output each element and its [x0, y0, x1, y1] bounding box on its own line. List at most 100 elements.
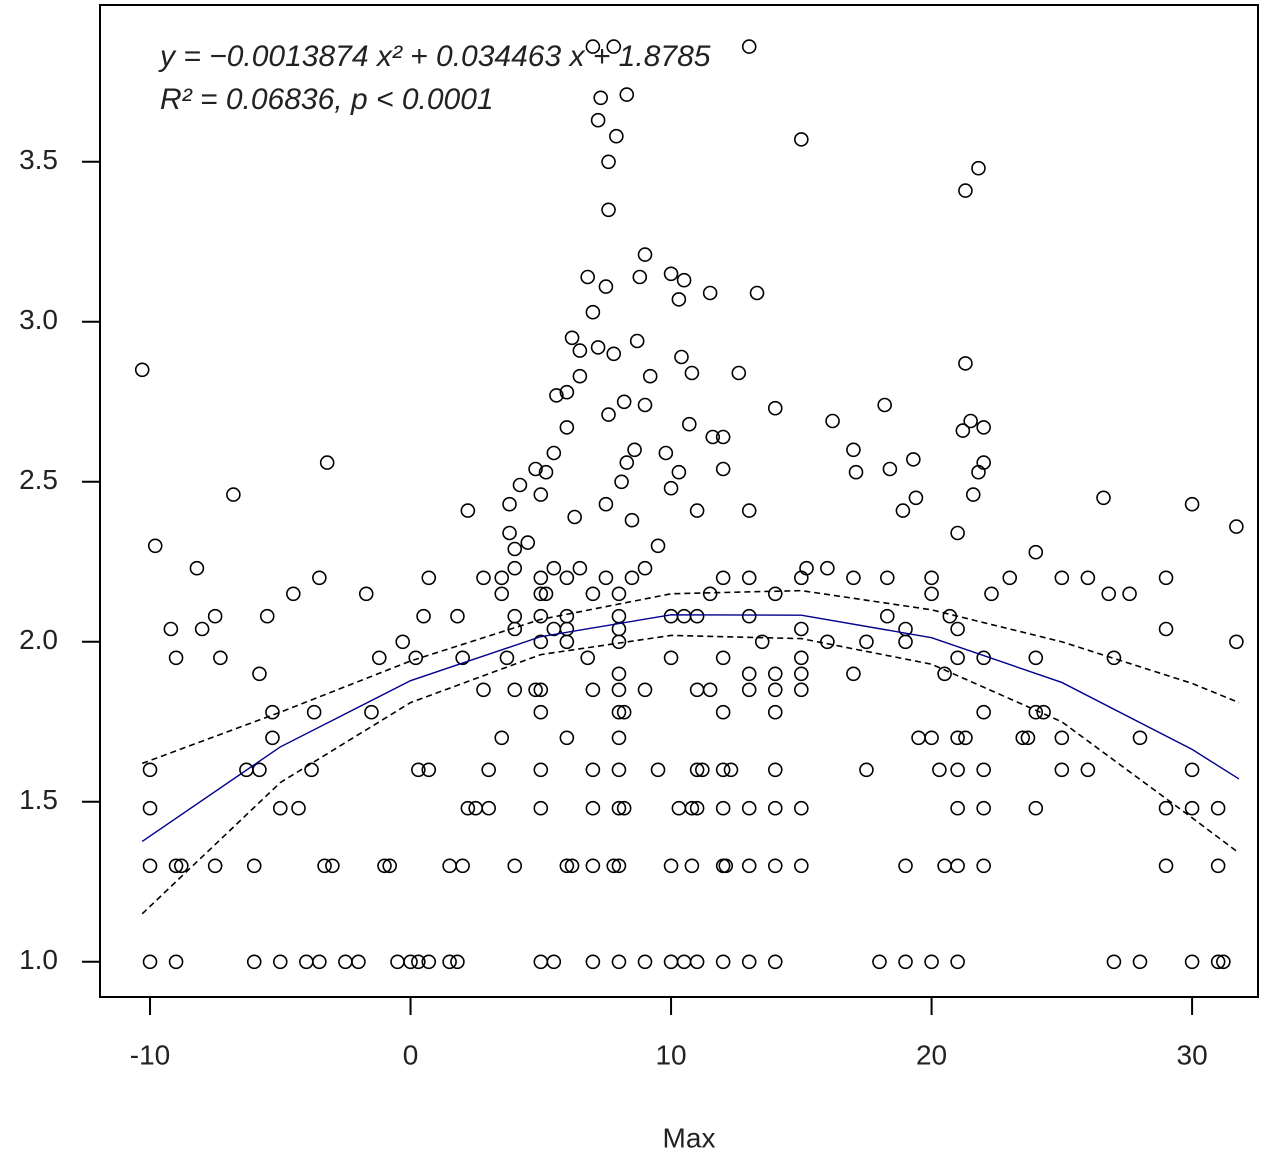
point [421, 762, 437, 778]
point [512, 477, 528, 493]
point [1028, 544, 1044, 560]
equation: y = −0.0013874 x² + 0.034463 x + 1.8785 [158, 40, 711, 73]
y-tick-label: 2.5 [19, 464, 58, 495]
point [642, 368, 658, 384]
point [533, 762, 549, 778]
point [559, 608, 575, 624]
point [950, 800, 965, 816]
point [619, 455, 635, 470]
point [955, 423, 971, 438]
point [937, 666, 952, 682]
point [702, 682, 718, 698]
point [898, 858, 913, 874]
point [411, 954, 426, 970]
point [1036, 704, 1051, 720]
point [1054, 762, 1070, 778]
point [494, 570, 510, 586]
point [767, 586, 783, 602]
point [932, 762, 947, 778]
point [976, 800, 991, 816]
point [609, 128, 624, 144]
confidence-line [141, 634, 1240, 915]
point [455, 858, 470, 874]
point [705, 429, 721, 445]
point [559, 420, 575, 435]
point [312, 954, 327, 970]
point [767, 800, 783, 816]
point [601, 407, 616, 422]
point [611, 586, 627, 602]
point [173, 858, 189, 874]
point [351, 954, 366, 970]
point [976, 858, 991, 874]
point [533, 487, 549, 502]
y-tick-label: 1.0 [19, 944, 58, 975]
point [564, 330, 580, 346]
point [455, 650, 470, 666]
point [546, 560, 562, 576]
point [306, 704, 322, 720]
point [1158, 570, 1174, 586]
point [689, 800, 705, 816]
point [538, 464, 554, 480]
point [859, 762, 874, 778]
point [702, 586, 718, 602]
point [741, 682, 757, 698]
point [872, 954, 887, 970]
point [585, 762, 601, 778]
point [1210, 954, 1226, 970]
point [499, 650, 515, 666]
point [147, 538, 163, 554]
point [371, 650, 387, 666]
y-tick-label: 1.5 [19, 784, 58, 815]
point [1101, 586, 1117, 602]
point [1229, 634, 1244, 650]
y-tick-label: 3.0 [19, 304, 58, 335]
point [213, 650, 228, 666]
point [598, 570, 614, 586]
point [616, 800, 632, 816]
point [142, 858, 158, 874]
point [619, 87, 635, 102]
point [1184, 800, 1200, 816]
point [611, 800, 627, 816]
point [741, 39, 757, 54]
point [799, 560, 814, 576]
point [1054, 730, 1070, 746]
point [533, 586, 549, 602]
point [976, 420, 991, 435]
point [1132, 730, 1148, 746]
point [650, 538, 666, 554]
point [265, 730, 280, 746]
point [624, 570, 640, 586]
point [494, 586, 510, 602]
point [611, 666, 627, 682]
point [246, 858, 262, 874]
point [924, 954, 939, 970]
point [559, 730, 575, 746]
point [695, 762, 710, 778]
point [976, 762, 991, 778]
point [731, 365, 747, 381]
point [767, 858, 783, 874]
point [958, 356, 973, 371]
point [325, 858, 340, 874]
point [898, 954, 913, 970]
point [689, 503, 705, 518]
point [572, 560, 588, 576]
point [637, 954, 653, 970]
point [585, 586, 601, 602]
fit-line [141, 614, 1240, 843]
point [1158, 800, 1174, 816]
point [689, 954, 705, 970]
point [614, 474, 629, 490]
point [715, 650, 731, 666]
point [421, 954, 437, 970]
point [684, 365, 700, 381]
point [142, 762, 158, 778]
point [194, 621, 210, 637]
point [538, 586, 554, 602]
point [606, 858, 622, 874]
point [624, 512, 640, 528]
point [663, 266, 679, 282]
